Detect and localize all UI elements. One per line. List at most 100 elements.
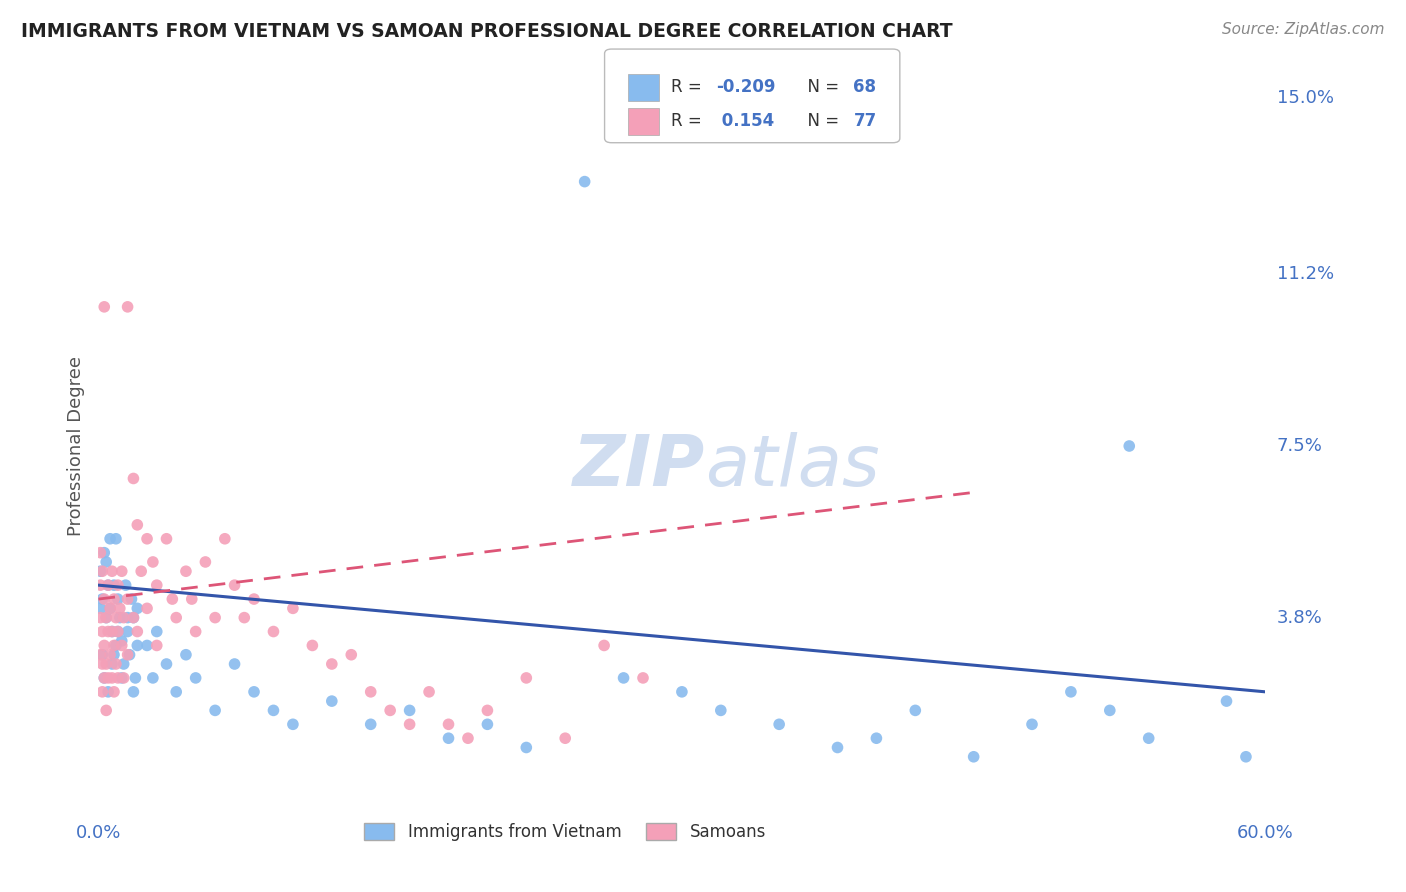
Point — [112, 671, 135, 685]
Point — [101, 624, 124, 639]
Text: N =: N = — [797, 78, 845, 96]
Text: R =: R = — [671, 78, 707, 96]
Point — [321, 694, 343, 708]
Point — [477, 717, 499, 731]
Point — [204, 703, 226, 717]
Point — [108, 610, 131, 624]
Point — [89, 578, 111, 592]
Text: 3.8%: 3.8% — [1277, 608, 1322, 626]
Point — [89, 610, 111, 624]
Point — [96, 555, 118, 569]
Point — [437, 717, 460, 731]
Point — [104, 532, 127, 546]
Point — [380, 703, 402, 717]
Point — [398, 703, 420, 717]
Text: ZIP: ZIP — [574, 433, 706, 501]
Point — [112, 657, 135, 671]
Point — [457, 731, 479, 746]
Point — [93, 671, 115, 685]
Point — [142, 555, 165, 569]
Point — [91, 592, 114, 607]
Point — [1021, 717, 1043, 731]
Point — [103, 592, 125, 607]
Text: N =: N = — [797, 112, 845, 130]
Point — [155, 657, 177, 671]
Point — [103, 685, 125, 699]
Point — [262, 703, 284, 717]
Legend: Immigrants from Vietnam, Samoans: Immigrants from Vietnam, Samoans — [357, 817, 773, 848]
Point — [174, 648, 197, 662]
Point — [101, 564, 124, 578]
Point — [97, 578, 120, 592]
Point — [321, 657, 343, 671]
Point — [97, 624, 120, 639]
Text: -0.209: -0.209 — [716, 78, 775, 96]
Text: 60.0%: 60.0% — [1237, 824, 1294, 842]
Point — [360, 717, 382, 731]
Point — [184, 624, 207, 639]
Point — [96, 703, 118, 717]
Point — [127, 601, 149, 615]
Point — [593, 639, 616, 653]
Point — [103, 648, 125, 662]
Point — [111, 639, 134, 653]
Point — [117, 300, 139, 314]
Point — [93, 300, 115, 314]
Point — [574, 175, 596, 189]
Y-axis label: Professional Degree: Professional Degree — [66, 356, 84, 536]
Point — [136, 639, 159, 653]
Point — [117, 610, 139, 624]
Text: Source: ZipAtlas.com: Source: ZipAtlas.com — [1222, 22, 1385, 37]
Point — [93, 592, 115, 607]
Point — [127, 639, 149, 653]
Point — [101, 671, 124, 685]
Point — [301, 639, 323, 653]
Point — [233, 610, 256, 624]
Point — [1215, 694, 1237, 708]
Point — [127, 517, 149, 532]
Point — [1060, 685, 1083, 699]
Point — [89, 601, 111, 615]
Point — [98, 532, 121, 546]
Point — [398, 717, 420, 731]
Point — [418, 685, 440, 699]
Point — [98, 601, 121, 615]
Point — [96, 610, 118, 624]
Point — [107, 624, 129, 639]
Point — [97, 578, 120, 592]
Point — [613, 671, 636, 685]
Point — [107, 671, 129, 685]
Point — [96, 610, 118, 624]
Point — [111, 633, 134, 648]
Point — [515, 740, 537, 755]
Point — [91, 564, 114, 578]
Text: 77: 77 — [853, 112, 877, 130]
Point — [107, 578, 129, 592]
Point — [243, 592, 266, 607]
Point — [89, 564, 111, 578]
Point — [122, 610, 145, 624]
Point — [91, 624, 114, 639]
Point — [127, 624, 149, 639]
Text: 11.2%: 11.2% — [1277, 266, 1334, 284]
Text: R =: R = — [671, 112, 707, 130]
Point — [146, 578, 169, 592]
Point — [262, 624, 284, 639]
Point — [360, 685, 382, 699]
Text: IMMIGRANTS FROM VIETNAM VS SAMOAN PROFESSIONAL DEGREE CORRELATION CHART: IMMIGRANTS FROM VIETNAM VS SAMOAN PROFES… — [21, 22, 953, 41]
Point — [103, 578, 125, 592]
Point — [122, 471, 145, 485]
Point — [224, 578, 246, 592]
Point — [117, 592, 139, 607]
Point — [631, 671, 654, 685]
Text: 68: 68 — [853, 78, 876, 96]
Point — [97, 685, 120, 699]
Text: 7.5%: 7.5% — [1277, 437, 1323, 455]
Point — [129, 564, 152, 578]
Point — [108, 601, 131, 615]
Point — [194, 555, 217, 569]
Point — [865, 731, 887, 746]
Point — [121, 592, 143, 607]
Point — [243, 685, 266, 699]
Point — [118, 648, 141, 662]
